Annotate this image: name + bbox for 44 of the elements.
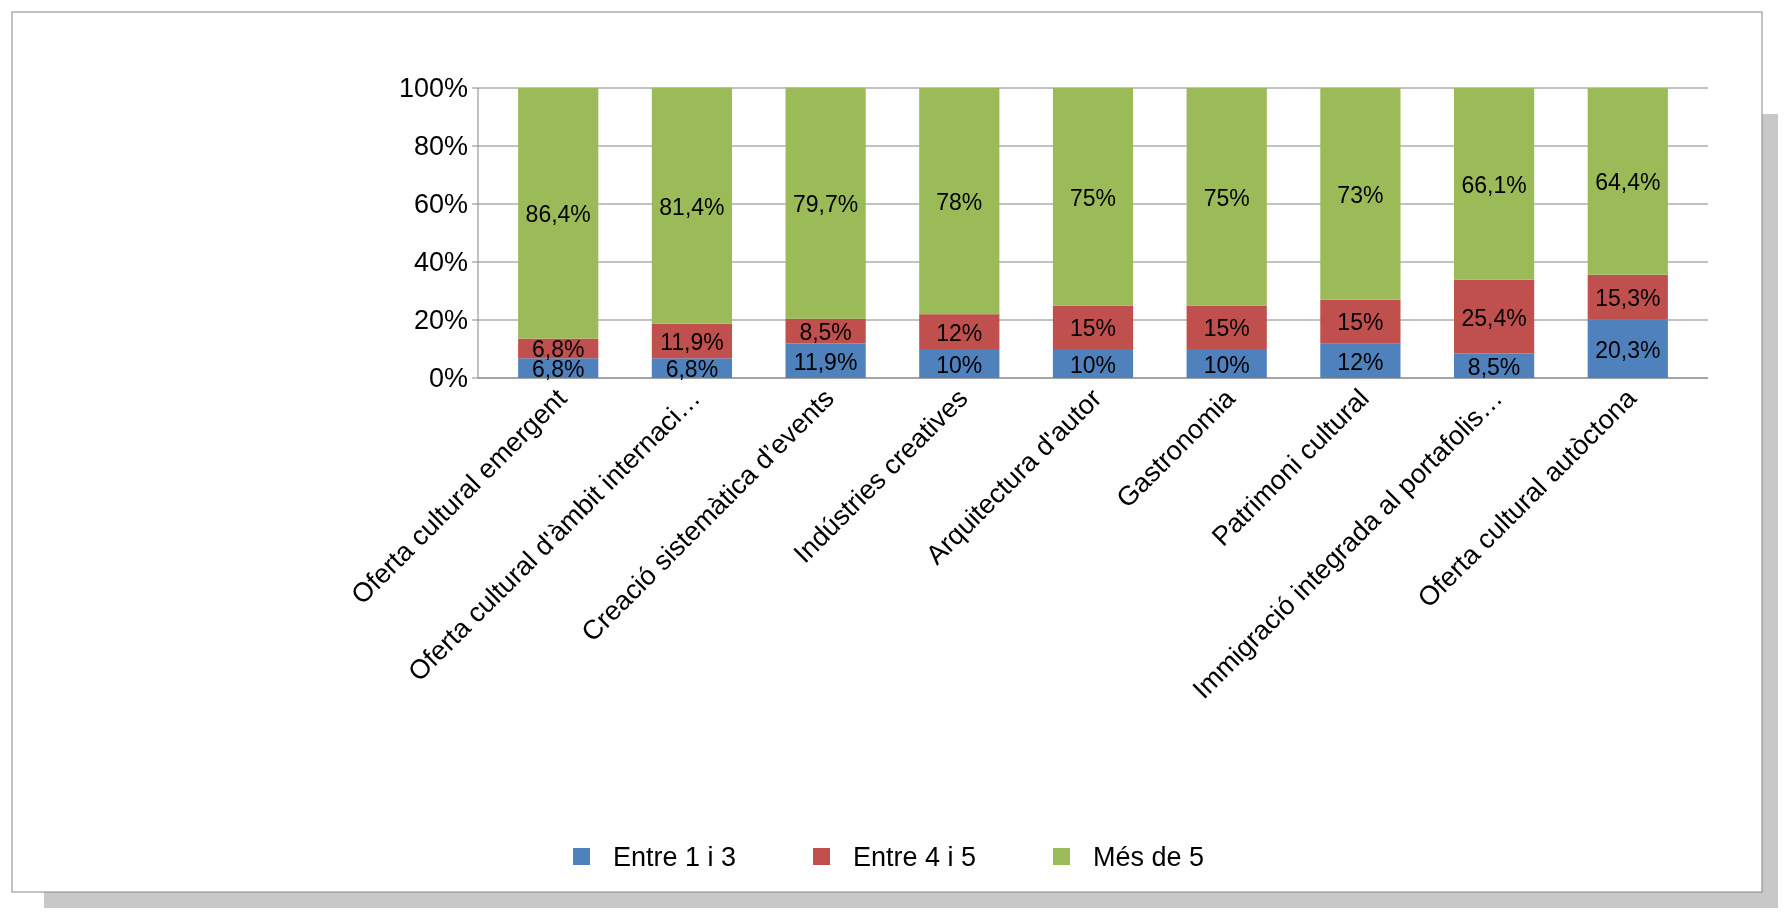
data-label: 79,7% <box>793 191 859 218</box>
legend-label: Més de 5 <box>1093 842 1205 872</box>
data-label: 10% <box>1203 351 1250 378</box>
bar <box>919 88 1000 315</box>
data-label: 75% <box>1203 184 1250 211</box>
y-tick-label: 80% <box>413 131 468 161</box>
bar <box>1320 88 1401 300</box>
data-label: 25,4% <box>1461 304 1527 331</box>
data-label: 86,4% <box>525 201 591 228</box>
data-label: 15% <box>1069 315 1117 342</box>
bar <box>1186 88 1267 306</box>
data-label: 10% <box>936 351 983 378</box>
y-tick-label: 60% <box>413 189 468 219</box>
y-tick-label: 100% <box>398 73 468 103</box>
data-label: 15% <box>1337 309 1384 336</box>
data-label: 11,9% <box>660 329 724 356</box>
y-tick-label: 20% <box>413 305 468 335</box>
data-label: 6,8% <box>665 356 719 383</box>
bar <box>1587 88 1668 275</box>
legend-label: Entre 1 i 3 <box>613 842 737 872</box>
data-label: 8,5% <box>1467 353 1521 380</box>
data-label: 15,3% <box>1595 284 1661 311</box>
data-label: 15% <box>1203 315 1250 342</box>
data-label: 20,3% <box>1595 336 1661 363</box>
bar <box>651 87 733 324</box>
bar <box>1453 88 1535 280</box>
data-label: 81,4% <box>659 193 725 220</box>
bar <box>1052 88 1134 306</box>
data-label: 64,4% <box>1595 169 1661 196</box>
bar <box>1453 279 1535 354</box>
data-label: 66,1% <box>1461 171 1527 198</box>
bar <box>785 87 866 319</box>
y-tick-label: 0% <box>428 363 468 393</box>
data-label: 11,9% <box>793 348 858 375</box>
legend-label: Entre 4 i 5 <box>853 842 977 872</box>
data-label: 12% <box>936 319 983 346</box>
data-label: 75% <box>1069 184 1117 211</box>
data-label: 78% <box>936 189 983 216</box>
data-label: 10% <box>1069 351 1117 378</box>
y-tick-label: 40% <box>413 247 468 277</box>
data-label: 12% <box>1337 348 1384 375</box>
data-label: 73% <box>1337 181 1384 208</box>
bar <box>518 88 599 339</box>
data-label: 8,5% <box>799 319 852 346</box>
